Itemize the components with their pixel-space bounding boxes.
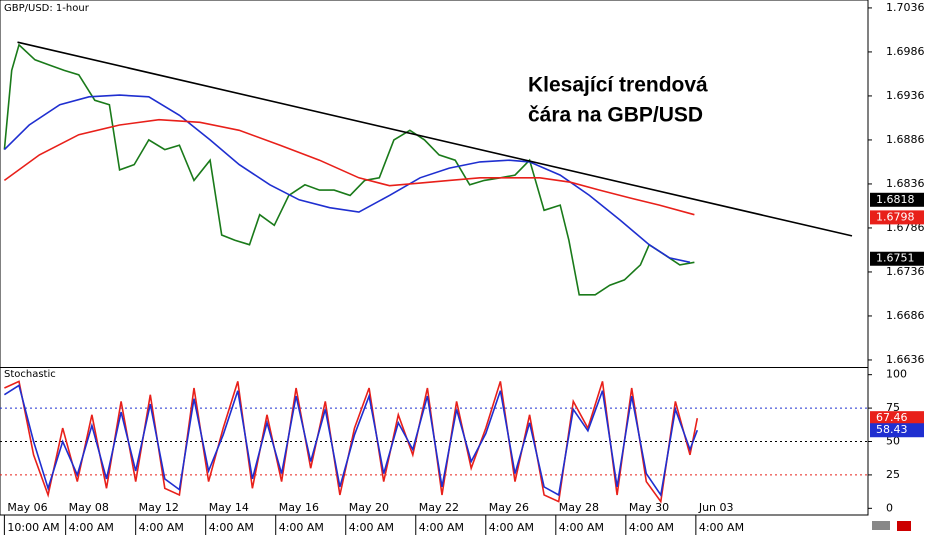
series-line bbox=[3, 43, 695, 296]
price-label: 1.6751 bbox=[876, 252, 915, 265]
y-tick-label: 1.6886 bbox=[886, 133, 925, 146]
x-tick-label: May 20 bbox=[349, 501, 389, 514]
y-tick-label: 75 bbox=[886, 401, 900, 414]
annotation: čára na GBP/USD bbox=[528, 104, 703, 127]
y-tick-label: 25 bbox=[886, 468, 900, 481]
x-tick-label: May 08 bbox=[69, 501, 109, 514]
x-tick-label: May 30 bbox=[629, 501, 669, 514]
x-tick-label: May 12 bbox=[139, 501, 179, 514]
y-tick-label: 1.7036 bbox=[886, 1, 925, 14]
x-tick-sublabel: 4:00 AM bbox=[419, 521, 464, 534]
price-label-box bbox=[870, 411, 924, 426]
x-tick-label: May 28 bbox=[559, 501, 599, 514]
annotation: Klesající trendová bbox=[528, 74, 708, 97]
y-tick-label: 100 bbox=[886, 368, 907, 381]
price-label-box bbox=[870, 210, 924, 225]
price-label-box bbox=[870, 251, 924, 266]
price-label: 67.46 bbox=[876, 411, 908, 424]
y-tick-label: 1.6736 bbox=[886, 265, 925, 278]
y-tick-label: 1.6686 bbox=[886, 309, 925, 322]
icon[interactable] bbox=[872, 521, 890, 530]
y-tick-label: 0 bbox=[886, 501, 893, 514]
y-tick-label: 1.6836 bbox=[886, 177, 925, 190]
x-tick-label: May 16 bbox=[279, 501, 319, 514]
y-tick-label: 1.6986 bbox=[886, 45, 925, 58]
x-tick-sublabel: 10:00 AM bbox=[7, 521, 59, 534]
chart-title: GBP/USD: 1-hour bbox=[4, 3, 90, 14]
icon[interactable] bbox=[897, 521, 911, 531]
series-line bbox=[3, 118, 695, 216]
series-line bbox=[17, 41, 853, 237]
y-tick-label: 50 bbox=[886, 435, 900, 448]
x-tick-sublabel: 4:00 AM bbox=[349, 521, 394, 534]
y-tick-label: 1.6936 bbox=[886, 89, 925, 102]
x-tick-label: May 26 bbox=[489, 501, 529, 514]
x-tick-sublabel: 4:00 AM bbox=[629, 521, 674, 534]
price-label: 1.6818 bbox=[876, 193, 915, 206]
x-tick-sublabel: 4:00 AM bbox=[139, 521, 184, 534]
x-tick-sublabel: 4:00 AM bbox=[489, 521, 534, 534]
x-tick-label: May 22 bbox=[419, 501, 459, 514]
y-tick-label: 1.6636 bbox=[886, 353, 925, 366]
x-tick-label: Jun 03 bbox=[698, 501, 734, 514]
x-tick-sublabel: 4:00 AM bbox=[279, 521, 324, 534]
x-tick-label: May 14 bbox=[209, 501, 249, 514]
price-label-box bbox=[870, 192, 924, 207]
price-label: 58.43 bbox=[876, 423, 908, 436]
series-line bbox=[4, 380, 699, 504]
series-line bbox=[3, 94, 691, 264]
x-tick-sublabel: 4:00 AM bbox=[559, 521, 604, 534]
x-tick-sublabel: 4:00 AM bbox=[69, 521, 114, 534]
x-tick-sublabel: 4:00 AM bbox=[209, 521, 254, 534]
series-line bbox=[3, 384, 699, 498]
panel-title: Stochastic bbox=[4, 369, 56, 380]
x-tick-sublabel: 4:00 AM bbox=[699, 521, 744, 534]
price-label: 1.6798 bbox=[876, 210, 915, 223]
price-label-box bbox=[870, 423, 924, 438]
x-tick-label: May 06 bbox=[7, 501, 47, 514]
